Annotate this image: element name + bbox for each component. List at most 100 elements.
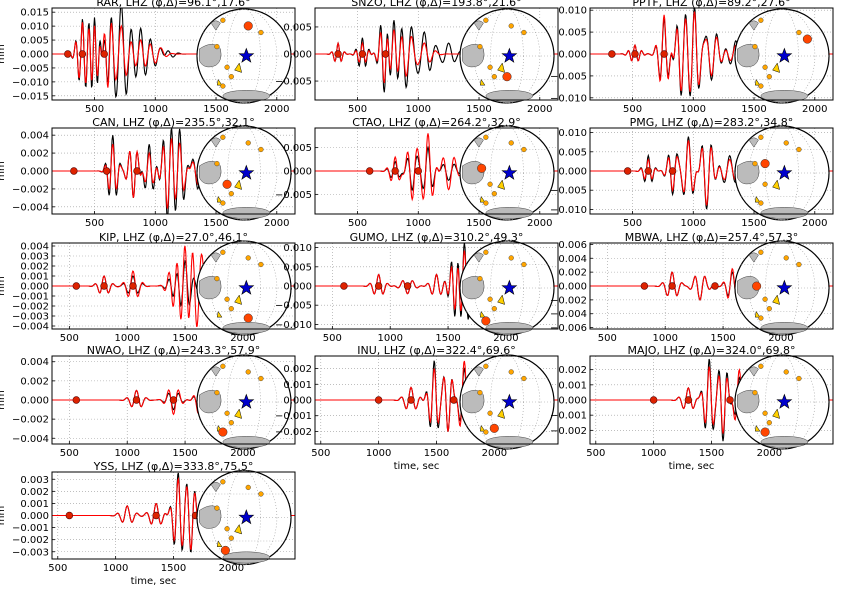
panel-5: 500 1000 1500 2000 −0.010 −0.005 0.000 0.005 0.0… (550, 116, 834, 229)
station-marker (796, 29, 802, 36)
station-marker (258, 261, 264, 268)
axes-frame (589, 242, 834, 330)
land-australia (199, 390, 222, 414)
station-marker (508, 140, 514, 146)
land-north (748, 20, 759, 31)
phase-pick-marker (684, 396, 693, 404)
inset-map (196, 469, 292, 566)
land-newzealand (497, 294, 506, 305)
x-tick-label: 1500 (161, 563, 186, 574)
x-tick-label: 2000 (493, 333, 518, 344)
station-marker (220, 363, 226, 369)
x-tick-label: 1500 (203, 218, 228, 229)
y-tick-label: 0.000 (20, 282, 49, 293)
phase-pick-marker (132, 396, 141, 404)
x-tick-label: 1000 (143, 218, 168, 229)
y-tick-label: 0.001 (20, 272, 49, 283)
station-marker (214, 43, 220, 50)
event-star (238, 393, 255, 409)
station-marker (762, 410, 768, 416)
event-star (501, 279, 518, 295)
phase-pick-marker (381, 50, 390, 58)
x-tick-label: 1500 (741, 104, 766, 115)
phase-pick-marker (711, 282, 719, 290)
station-marker (508, 23, 514, 29)
panel-title: MAJO, LHZ (φ,Δ)=324.0°,69.8° (628, 344, 796, 357)
event-star (501, 47, 518, 63)
phase-pick-marker (414, 167, 422, 175)
x-tick-label: 1500 (466, 104, 491, 115)
y-tick-label: 0.000 (558, 282, 587, 293)
land-antarctica (222, 322, 271, 334)
x-tick-label: 500 (48, 563, 67, 574)
land-antarctica (485, 322, 534, 334)
station-marker (766, 74, 772, 80)
land-australia (737, 276, 760, 300)
panel-10: 500 1000 1500 2000 −0.002 −0.001 0.000 0.001 0.0… (275, 344, 559, 472)
event-star (238, 279, 255, 295)
y-tick-label: 0.002 (20, 376, 49, 387)
land-australia (199, 161, 222, 185)
phase-pick-marker (391, 167, 399, 175)
inset-map (734, 354, 830, 450)
axes-frame (589, 7, 834, 101)
y-tick-label: 0.001 (20, 499, 49, 510)
current-station-marker (502, 72, 512, 82)
y-tick-label: −0.001 (12, 523, 49, 534)
land-antarctica (222, 436, 271, 448)
y-tick-label: 0.010 (20, 22, 49, 33)
station-marker (220, 83, 226, 89)
station-marker (521, 375, 527, 382)
x-tick-label: 2000 (219, 563, 244, 574)
land-island (216, 310, 223, 318)
phase-pick-marker (72, 282, 81, 290)
event-star (776, 164, 793, 180)
phase-pick-marker (644, 167, 653, 175)
inset-map (459, 8, 555, 104)
land-island (754, 78, 761, 86)
x-tick-label: 2000 (264, 104, 289, 115)
station-marker (220, 249, 226, 255)
station-marker (521, 29, 527, 36)
land-island (754, 310, 761, 318)
y-axis-label: mm (0, 390, 7, 409)
station-marker (258, 375, 264, 382)
y-tick-label: 0.005 (283, 22, 312, 33)
station-marker (483, 429, 489, 435)
station-marker (762, 64, 768, 70)
y-tick-label: −0.010 (12, 77, 49, 88)
station-marker (245, 369, 251, 375)
land-north (473, 252, 484, 263)
station-marker (224, 296, 230, 302)
land-antarctica (485, 207, 534, 219)
axes-frame (314, 127, 559, 215)
y-tick-label: 0.010 (558, 128, 587, 139)
station-marker (783, 255, 789, 261)
panel-title: PMG, LHZ (φ,Δ)=283.2°,34.8° (630, 116, 794, 129)
phase-pick-marker (100, 282, 108, 290)
y-tick-label: −0.001 (12, 292, 49, 303)
y-tick-label: −0.001 (275, 411, 312, 422)
land-island (754, 424, 761, 432)
axes-frame (51, 127, 296, 215)
station-marker (214, 390, 220, 396)
land-australia (737, 390, 760, 414)
x-tick-label: 2000 (230, 448, 255, 459)
panel-12: 500 1000 1500 2000−0.003−0.002−0.0010.0000.… (0, 460, 296, 587)
y-tick-label: −0.002 (12, 184, 49, 195)
station-marker (487, 296, 493, 302)
phase-pick-marker (726, 396, 734, 404)
land-island (754, 195, 761, 203)
x-tick-label: 1000 (681, 104, 706, 115)
y-tick-label: 0.001 (558, 380, 587, 391)
y-tick-label: 0.003 (20, 475, 49, 486)
phase-pick-marker (668, 167, 677, 175)
phase-pick-marker (407, 396, 415, 404)
y-tick-label: −0.002 (275, 427, 312, 438)
y-tick-label: 0.000 (558, 167, 587, 178)
y-tick-label: 0.004 (20, 131, 49, 142)
y-axis-label: mm (0, 276, 7, 295)
panel-1: 500 1000 1500 2000 −0.005 0.000 0.005 SNZO, LHZ… (275, 0, 559, 115)
land-north (473, 366, 484, 377)
